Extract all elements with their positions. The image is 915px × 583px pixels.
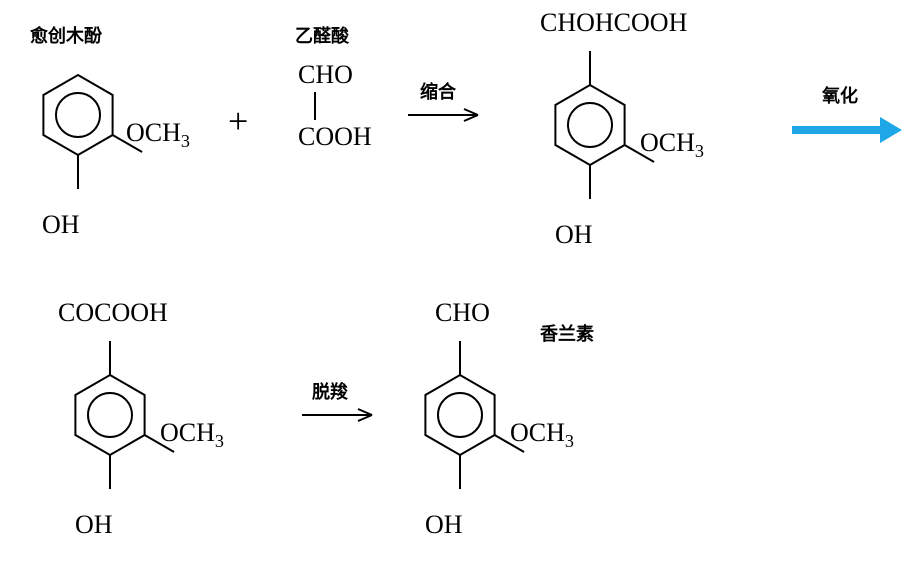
label-condensation: 缩合 bbox=[420, 78, 456, 104]
formula-cooh-glyoxylic: COOH bbox=[298, 122, 372, 152]
formula-oh-2: OH bbox=[555, 220, 593, 250]
arrow-oxidation bbox=[792, 110, 906, 150]
formula-chohcooh: CHOHCOOH bbox=[540, 8, 687, 38]
label-glyoxylic-acid: 乙醛酸 bbox=[295, 22, 349, 48]
benzene-mandelic bbox=[490, 25, 690, 225]
formula-oh-1: OH bbox=[42, 210, 80, 240]
formula-och3-1: OCH3 bbox=[126, 118, 190, 152]
formula-cho-vanillin: CHO bbox=[435, 298, 490, 328]
label-decarboxylation: 脱羧 bbox=[312, 378, 348, 404]
benzene-oxo bbox=[10, 315, 210, 515]
bond-glyoxylic bbox=[313, 90, 317, 122]
formula-och3-3: OCH3 bbox=[160, 418, 224, 452]
label-vanillin: 香兰素 bbox=[540, 320, 594, 346]
formula-och3-4: OCH3 bbox=[510, 418, 574, 452]
formula-cho-glyoxylic: CHO bbox=[298, 60, 353, 90]
benzene-vanillin bbox=[360, 315, 560, 515]
plus-sign: + bbox=[228, 100, 248, 142]
formula-oh-3: OH bbox=[75, 510, 113, 540]
formula-oh-4: OH bbox=[425, 510, 463, 540]
formula-och3-2: OCH3 bbox=[640, 128, 704, 162]
label-oxidation: 氧化 bbox=[822, 82, 858, 108]
benzene-guaiacol bbox=[0, 15, 178, 215]
formula-cocooh: COCOOH bbox=[58, 298, 168, 328]
arrow-condensation bbox=[406, 105, 498, 125]
